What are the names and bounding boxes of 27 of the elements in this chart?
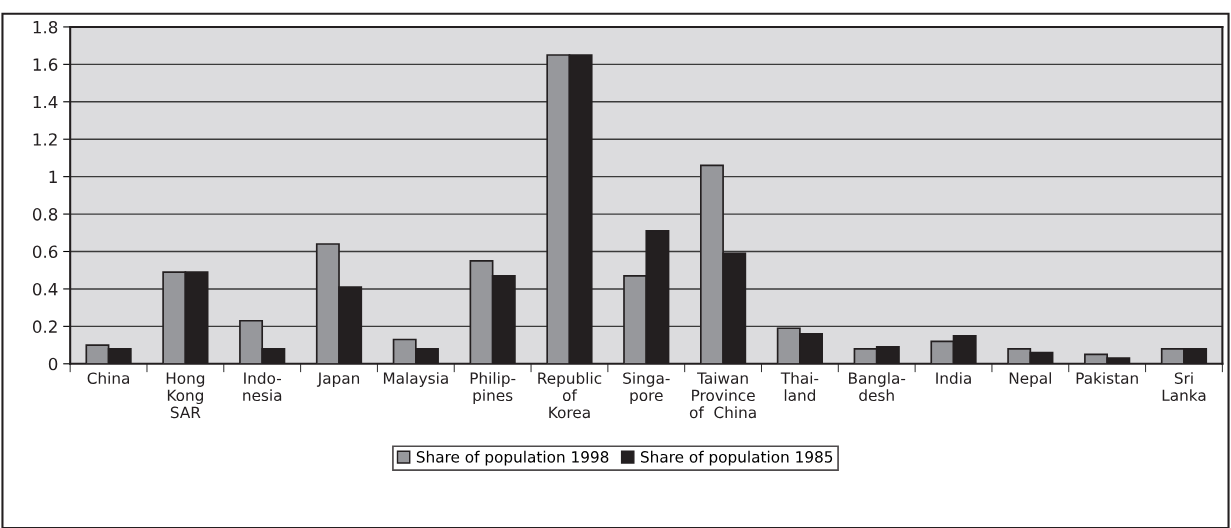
x-tick-label: Nepal <box>1009 372 1051 387</box>
x-tick-label: Sri Lanka <box>1162 372 1206 402</box>
y-tick-label: 1.2 <box>33 133 57 146</box>
x-tick-label: Malaysia <box>383 372 448 387</box>
x-tick-label: Taiwan Province of China <box>689 372 756 419</box>
legend-label: Share of population 1998 <box>416 450 609 466</box>
y-tick-label: 1.6 <box>33 58 58 71</box>
y-tick-label: 1 <box>49 170 57 183</box>
y-tick-label: 0.4 <box>32 282 58 296</box>
legend-label: Share of population 1985 <box>640 450 833 466</box>
x-tick-label: India <box>936 372 971 384</box>
x-tick-label: Bangla- desh <box>849 372 906 402</box>
x-tick-label: Philip- pines <box>470 372 516 405</box>
y-tick-label: 1.4 <box>33 95 58 109</box>
x-tick-label: Pakistan <box>1076 372 1138 384</box>
x-tick-label: China <box>87 372 130 384</box>
y-tick-label: 0.6 <box>32 245 58 259</box>
y-tick-label: 0.8 <box>32 208 58 221</box>
x-tick-label: Japan <box>316 372 360 387</box>
y-tick-label: 0 <box>48 357 58 371</box>
x-tick-label: Hong Kong SAR <box>166 372 205 419</box>
x-tick-label: Republic of Korea <box>538 372 602 419</box>
x-tick-label: Thai- land <box>780 372 819 402</box>
x-tick-label: Indo- nesia <box>243 372 282 402</box>
y-tick-label: 1.8 <box>33 20 58 34</box>
x-tick-label: Singa- pore <box>623 372 670 405</box>
y-tick-label: 0.2 <box>32 320 57 333</box>
